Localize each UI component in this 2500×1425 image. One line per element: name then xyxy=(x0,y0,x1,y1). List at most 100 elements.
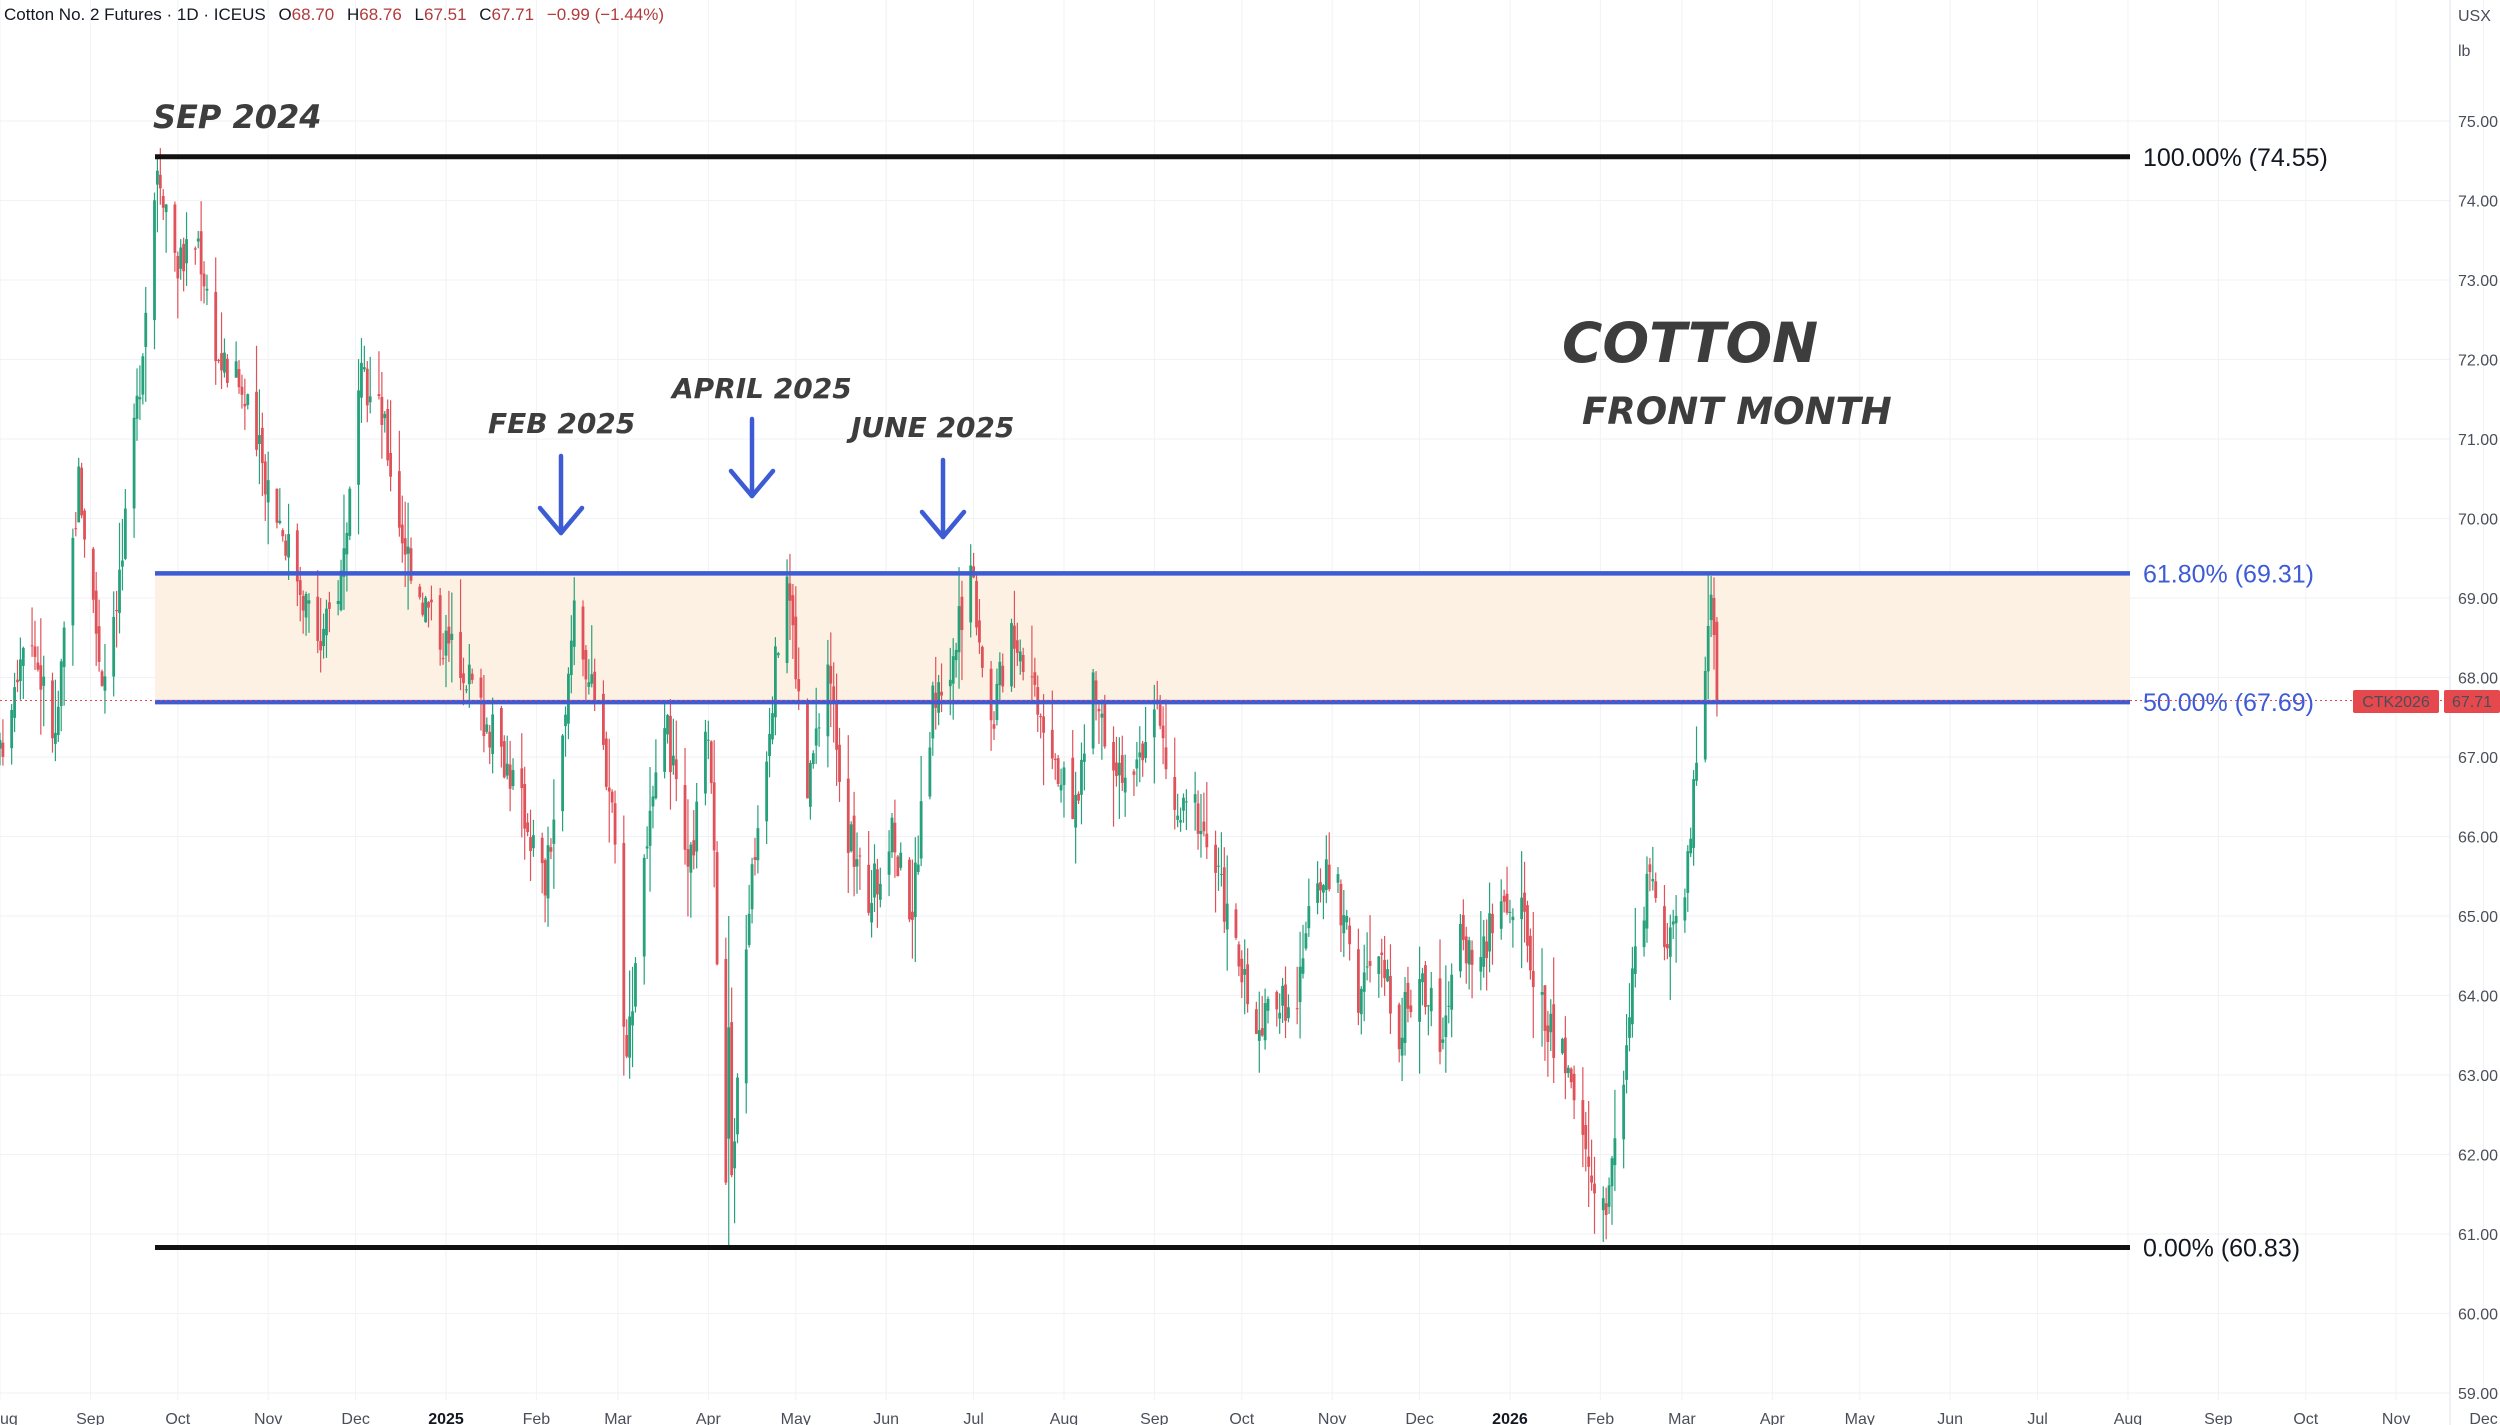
candle xyxy=(1266,996,1270,1024)
candle-body xyxy=(849,824,853,852)
candle xyxy=(1569,1067,1573,1089)
candle xyxy=(135,368,139,441)
candle xyxy=(389,400,393,492)
candle-body xyxy=(730,1022,734,1176)
candle-body xyxy=(465,689,468,691)
candle-body xyxy=(1683,897,1687,921)
candle-body xyxy=(878,883,882,900)
candle-body xyxy=(1648,864,1652,873)
candle-body xyxy=(1254,1009,1258,1034)
time-tick-label: Nov xyxy=(254,1411,282,1425)
candle xyxy=(427,601,430,628)
fib-level-50-label: 50.00% (67.69) xyxy=(2143,689,2314,717)
candle xyxy=(1604,1187,1608,1240)
candle-body xyxy=(552,819,556,844)
candle xyxy=(1593,1156,1596,1234)
candle xyxy=(362,345,366,372)
candle-body xyxy=(447,626,451,644)
price-tick-label: 59.00 xyxy=(2458,1386,2498,1403)
candle-body xyxy=(1409,1005,1413,1013)
candle xyxy=(829,632,833,728)
candle-body xyxy=(628,1016,632,1058)
candle-body xyxy=(671,755,675,766)
candle-body xyxy=(21,647,25,666)
candle-body xyxy=(645,846,649,849)
candle-body xyxy=(549,847,553,852)
candle xyxy=(499,705,503,768)
candle xyxy=(706,720,710,760)
candle xyxy=(1298,931,1302,1039)
symbol-name[interactable]: Cotton No. 2 Futures · 1D · ICEUS xyxy=(4,5,266,24)
candle xyxy=(1196,790,1200,850)
candle-body xyxy=(0,739,2,749)
candle xyxy=(424,595,427,623)
price-tick-label: 65.00 xyxy=(2458,909,2498,926)
chart-title: COTTON xyxy=(1562,311,1818,375)
candle xyxy=(954,642,958,678)
time-axis[interactable]: ug Sep Oct Nov Dec 2025 Feb Mar Apr May Jun Jul Aug S… xyxy=(0,1411,2498,1425)
candle xyxy=(258,389,261,485)
candle-body xyxy=(1193,794,1197,803)
candle-body xyxy=(1400,1037,1404,1056)
candle-body xyxy=(686,849,690,867)
candle-body xyxy=(1115,762,1118,776)
candle xyxy=(610,789,614,813)
time-tick-label: Apr xyxy=(696,1411,722,1425)
candle xyxy=(1362,944,1366,1022)
candle xyxy=(1010,618,1013,692)
candle xyxy=(336,580,340,616)
candle xyxy=(441,633,445,665)
candle xyxy=(1563,1016,1567,1100)
candle xyxy=(1059,768,1063,803)
candle xyxy=(243,378,247,430)
candle-body xyxy=(1339,883,1343,926)
candle xyxy=(1505,866,1509,915)
candle xyxy=(1214,830,1217,913)
candle-body xyxy=(1406,982,1410,1009)
candle xyxy=(1438,939,1442,1065)
candle xyxy=(508,740,512,812)
candle xyxy=(808,760,812,820)
candle-body xyxy=(858,855,862,857)
candle xyxy=(791,583,795,659)
candle xyxy=(686,799,690,917)
price-tick-label: 67.00 xyxy=(2458,750,2498,767)
candle xyxy=(744,914,748,1114)
candle xyxy=(1301,924,1305,979)
candle-body xyxy=(511,770,515,786)
candle-body xyxy=(587,682,591,687)
candle-body xyxy=(377,394,381,397)
candle-body xyxy=(1485,941,1489,959)
candle xyxy=(1030,625,1034,704)
candle xyxy=(1689,827,1693,858)
price-axis[interactable]: 75.00 74.00 73.00 72.00 71.00 70.00 69.00 68.00… xyxy=(2449,0,2498,1425)
candle-body xyxy=(1703,670,1707,760)
candle xyxy=(1499,879,1503,940)
candle xyxy=(71,528,75,666)
candle-body xyxy=(505,763,509,776)
candle-body xyxy=(1386,969,1389,982)
candle-body xyxy=(479,677,483,698)
candle xyxy=(488,725,492,765)
candle xyxy=(858,847,862,890)
candle xyxy=(1281,977,1284,1023)
candle-body xyxy=(1135,759,1139,769)
candle xyxy=(502,735,506,779)
candle xyxy=(115,590,118,648)
candle xyxy=(1100,699,1104,760)
candle-body xyxy=(1520,897,1524,920)
candle xyxy=(97,599,101,672)
candle-body xyxy=(1182,797,1185,811)
candle-body xyxy=(304,594,308,618)
price-tick-label: 73.00 xyxy=(2458,273,2498,290)
candle-body xyxy=(526,822,530,833)
open-value: 68.70 xyxy=(292,5,335,24)
candle xyxy=(19,637,22,700)
candle-body xyxy=(1345,915,1349,923)
candle-body xyxy=(1482,936,1486,967)
candle xyxy=(1429,971,1433,1027)
candle xyxy=(928,731,932,800)
candle-body xyxy=(322,628,325,647)
time-tick-label: Apr xyxy=(1760,1411,1786,1425)
